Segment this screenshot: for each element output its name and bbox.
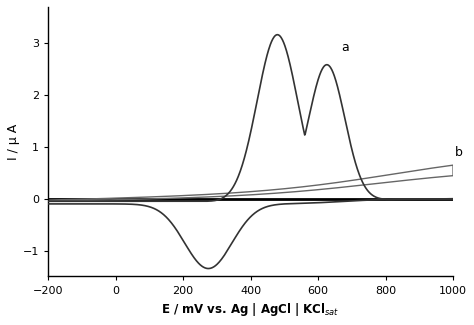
- Text: b: b: [455, 146, 463, 159]
- Text: a: a: [342, 41, 349, 54]
- Y-axis label: I / μ A: I / μ A: [7, 124, 20, 160]
- X-axis label: E / mV vs. Ag | AgCl | KCl$_{sat}$: E / mV vs. Ag | AgCl | KCl$_{sat}$: [161, 301, 340, 318]
